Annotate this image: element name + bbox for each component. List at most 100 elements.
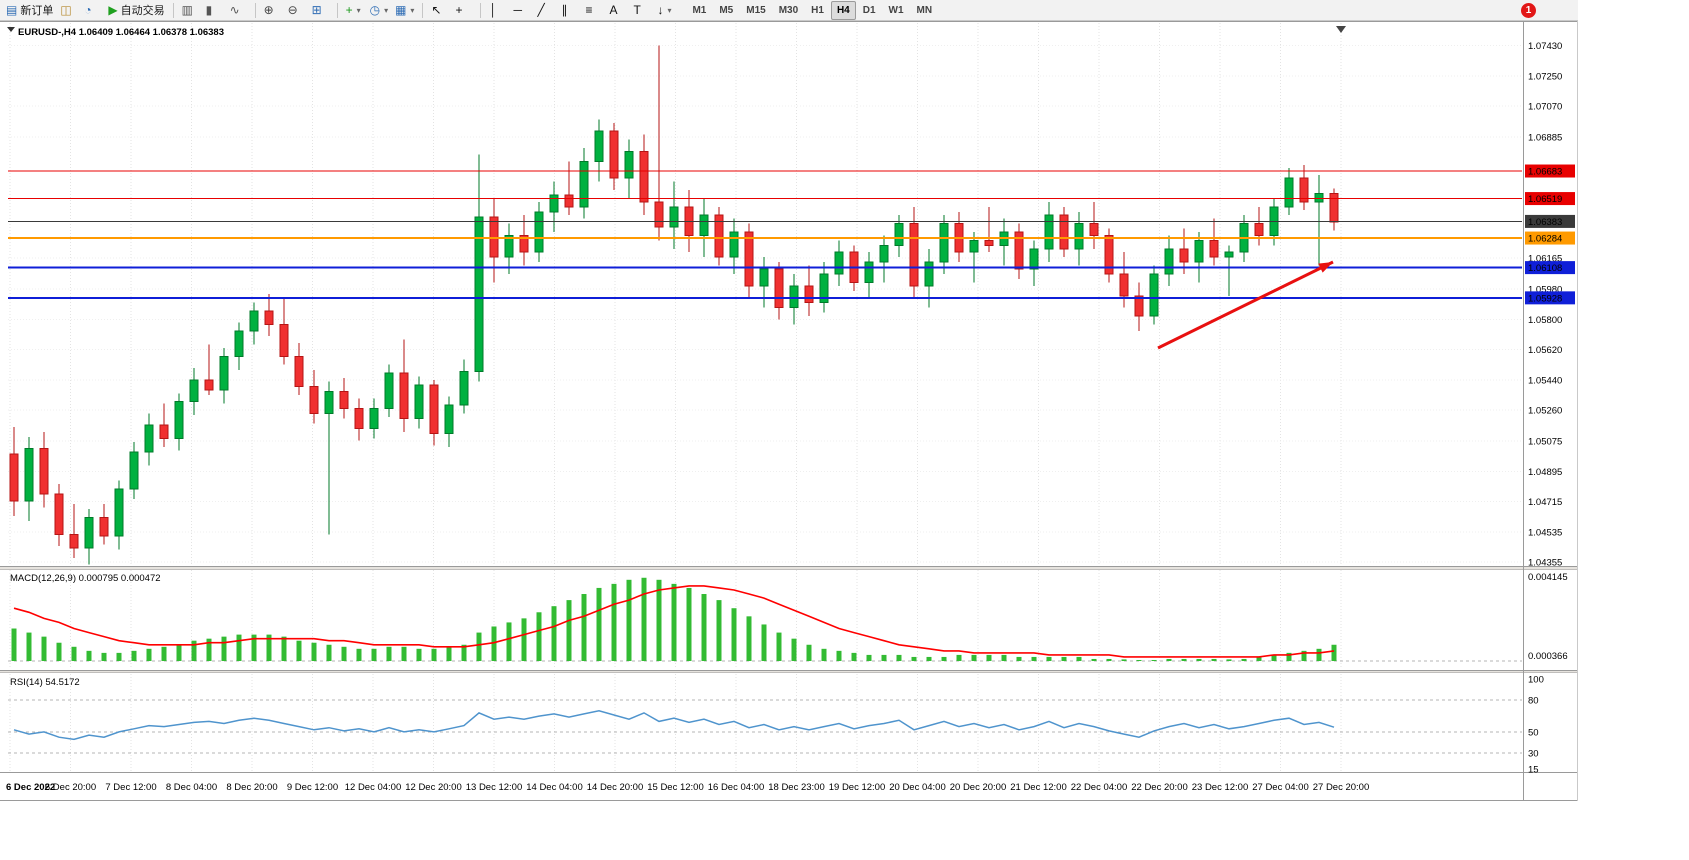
macd-histogram-bar — [1331, 644, 1337, 661]
support-line-1-tag-label: 1.06108 — [1528, 263, 1562, 274]
vertical-line-button[interactable]: │ — [486, 0, 509, 20]
candle-down — [1299, 177, 1309, 203]
macd-histogram-bar — [1256, 656, 1262, 661]
zoom-out-button[interactable]: ⊖ — [285, 0, 308, 20]
macd-histogram-bar — [731, 608, 737, 661]
macd-histogram-bar — [206, 638, 212, 661]
alerts-button[interactable]: ◔ — [81, 0, 104, 20]
equidistant-channel-button[interactable]: ∥ — [558, 0, 581, 20]
candle-down — [804, 285, 814, 304]
candle-up — [759, 268, 769, 287]
templates-button[interactable]: ▦ ▾ — [392, 0, 417, 20]
price-axis-label: 1.04535 — [1528, 527, 1562, 538]
crosshair-button[interactable]: + — [452, 0, 475, 20]
macd-histogram-bar — [1031, 656, 1037, 661]
candle-up — [459, 370, 469, 406]
periods-button[interactable]: ◷ ▾ — [367, 0, 392, 20]
trendline-button[interactable]: ╱ — [534, 0, 557, 20]
macd-histogram-bar — [896, 654, 902, 661]
arrows-button-dropdown-icon[interactable]: ▾ — [667, 5, 672, 15]
timeframe-d1-button[interactable]: D1 — [862, 4, 876, 16]
chart-end-marker-icon — [1336, 26, 1346, 33]
line-chart-button[interactable]: ∿ — [227, 0, 250, 20]
macd-histogram-bar — [836, 650, 842, 661]
timeframe-group: M1 M5 M15 M30 H1 H4 D1 W1 MN — [686, 0, 938, 20]
macd-histogram-bar — [641, 577, 647, 661]
pivot-line-orange-tag — [1525, 231, 1575, 245]
macd-histogram-bar — [371, 648, 377, 661]
macd-axis-top-label: 0.004145 — [1528, 572, 1568, 583]
macd-histogram-bar — [941, 656, 947, 661]
timeframe-m15-button[interactable]: M15 — [746, 4, 766, 16]
candles — [9, 45, 1339, 565]
horizontal-lines — [8, 170, 1522, 299]
timeframe-h4-button[interactable]: H4 — [830, 0, 856, 20]
arrows-button[interactable]: ↓ ▾ — [654, 0, 677, 20]
line-chart-icon: ∿ — [229, 3, 240, 17]
macd-histogram-bar — [146, 648, 152, 661]
toolbar: ▤ 新订单 ◫ ◔ ▶ 自动交易 ▥ ▮ ∿ ⊕ ⊖ ⊞ + ▾ ◷ ▾ ▦ ▾ ↖ + │ ─ ╱ ∥ ≡ A T ↓ ▾ M1 M5 M1… — [0, 0, 1578, 21]
time-axis-label: 20 Dec 04:00 — [889, 782, 946, 793]
candle-up — [324, 391, 334, 414]
time-axis-label: 22 Dec 04:00 — [1071, 782, 1128, 793]
candlestick-chart-button[interactable]: ▮ — [203, 0, 226, 20]
horizontal-line-button[interactable]: ─ — [510, 0, 533, 20]
new-chart-button-dropdown-icon[interactable]: ▾ — [356, 5, 361, 15]
toolbar-separator — [254, 2, 256, 18]
macd-histogram-bar — [86, 650, 92, 661]
timeframe-h1-button[interactable]: H1 — [811, 4, 824, 16]
trend-arrow-line[interactable] — [1157, 260, 1334, 350]
time-axis-label: 9 Dec 12:00 — [287, 782, 338, 793]
arrow-annotation[interactable] — [1157, 260, 1334, 350]
timeframe-w1-button[interactable]: W1 — [888, 4, 904, 16]
autotrade-button[interactable]: ▶ 自动交易 — [105, 0, 167, 20]
notification-badge[interactable]: 1 — [1521, 3, 1536, 18]
timeframe-m5-button[interactable]: M5 — [719, 4, 734, 16]
cursor-button[interactable]: ↖ — [428, 0, 451, 20]
timeframe-m30-button[interactable]: M30 — [778, 4, 799, 16]
new-chart-button[interactable]: + ▾ — [343, 0, 366, 20]
macd-histogram-bar — [791, 638, 797, 661]
time-axis-label: 16 Dec 04:00 — [708, 782, 765, 793]
rsi-title: RSI(14) 54.5172 — [10, 677, 80, 688]
timeframe-m1-button[interactable]: M1 — [692, 4, 707, 16]
time-axis-label: 8 Dec 20:00 — [226, 782, 277, 793]
macd-panel: MACD(12,26,9) 0.000795 0.000472 0.004145 0… — [8, 572, 1568, 662]
candle-up — [819, 273, 829, 304]
candle-up — [969, 239, 979, 253]
chart-window-button[interactable]: ◫ — [57, 0, 80, 20]
one-click-trading-toggle-icon[interactable] — [7, 27, 15, 32]
candle-up — [699, 214, 709, 236]
macd-histogram-bar — [956, 654, 962, 661]
candle-up — [1044, 214, 1054, 250]
candle-up — [129, 451, 139, 490]
candle-down — [1014, 231, 1024, 270]
macd-histogram-bar — [536, 612, 542, 661]
fibonacci-button[interactable]: ≡ — [582, 0, 605, 20]
candle-up — [1164, 248, 1174, 275]
bid-price-tag-label: 1.06383 — [1528, 217, 1562, 228]
macd-histogram-bar — [341, 646, 347, 661]
price-axis-label: 1.06885 — [1528, 133, 1562, 144]
tile-windows-button[interactable]: ⊞ — [309, 0, 332, 20]
new-order-button[interactable]: ▤ 新订单 — [3, 0, 56, 20]
periods-button-dropdown-icon[interactable]: ▾ — [384, 5, 389, 15]
zoom-in-button[interactable]: ⊕ — [261, 0, 284, 20]
text-button[interactable]: A — [606, 0, 629, 20]
templates-button-dropdown-icon[interactable]: ▾ — [410, 5, 415, 15]
macd-histogram-bar — [116, 652, 122, 661]
trend-arrow-head[interactable] — [1318, 262, 1333, 273]
candle-down — [159, 424, 169, 440]
candle-up — [669, 206, 679, 228]
macd-histogram-bar — [1181, 658, 1187, 661]
time-axis-label: 14 Dec 04:00 — [526, 782, 583, 793]
pivot-line-orange-tag-label: 1.06284 — [1528, 234, 1562, 245]
bar-chart-button[interactable]: ▥ — [179, 0, 202, 20]
zoom-in-icon: ⊕ — [263, 3, 274, 17]
candle-down — [309, 386, 319, 414]
text-label-button[interactable]: T — [630, 0, 653, 20]
candle-down — [339, 391, 349, 409]
timeframe-mn-button[interactable]: MN — [916, 4, 933, 16]
time-axis-label: 13 Dec 12:00 — [466, 782, 523, 793]
